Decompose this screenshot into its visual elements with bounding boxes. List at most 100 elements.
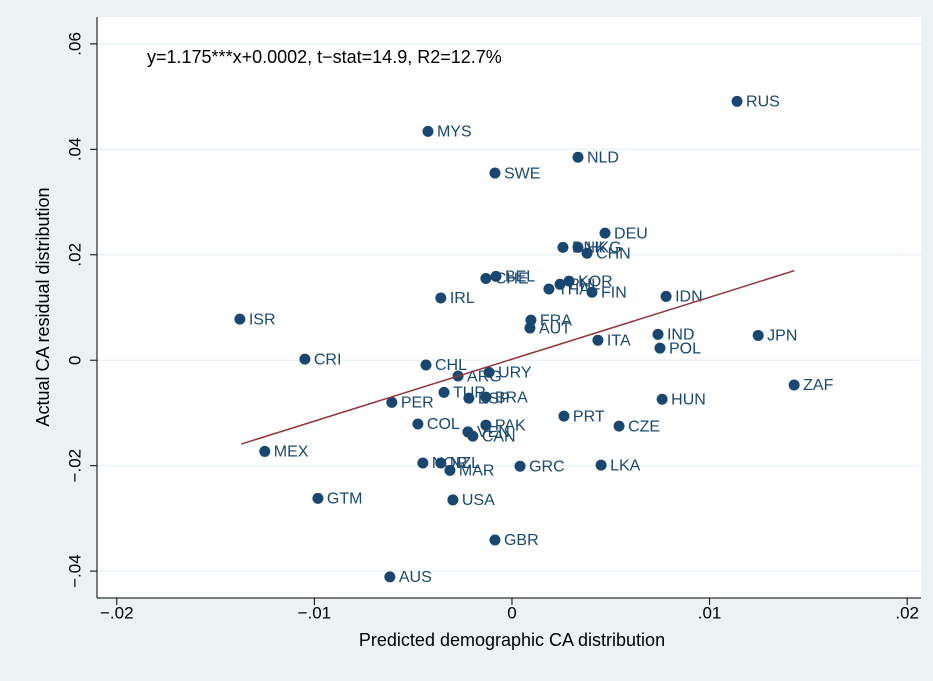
point-label: NLD xyxy=(587,149,619,166)
y-axis-title: Actual CA residual distribution xyxy=(33,187,53,426)
point xyxy=(234,313,246,325)
point-label: ZAF xyxy=(803,377,833,394)
point-label: VEN xyxy=(477,424,510,441)
point-label: MYS xyxy=(437,124,472,141)
point xyxy=(422,125,434,137)
y-tick-label: 0 xyxy=(65,355,84,364)
point xyxy=(489,167,501,179)
point xyxy=(599,227,611,239)
point xyxy=(543,283,555,295)
x-axis-title: Predicted demographic CA distribution xyxy=(359,630,665,650)
point xyxy=(660,290,672,302)
point xyxy=(480,419,492,431)
point xyxy=(384,571,396,583)
x-tick-label: −.01 xyxy=(298,603,332,622)
grid: −.04 −.02 0 .02 .04 .06 −.02 −.01 0 .01 .02 xyxy=(65,17,921,622)
point xyxy=(467,430,479,442)
point-label: AUT xyxy=(539,320,571,337)
point xyxy=(480,273,492,285)
x-tick-label: 0 xyxy=(507,603,516,622)
point-label: IND xyxy=(667,327,695,344)
point-label: BEL xyxy=(505,269,535,286)
point xyxy=(731,95,743,107)
point-label: CZE xyxy=(628,418,660,435)
point xyxy=(312,492,324,504)
point xyxy=(595,459,607,471)
point xyxy=(613,420,625,432)
point-label: ARG xyxy=(467,368,502,385)
point xyxy=(586,286,598,298)
x-tick-label: −.02 xyxy=(100,603,134,622)
plot-area xyxy=(97,17,921,598)
point xyxy=(572,241,584,253)
annotation: y=1.175***x+0.0002, t−stat=14.9, R2=12.7… xyxy=(147,47,502,67)
point xyxy=(524,322,536,334)
point-label: NZL xyxy=(450,455,480,472)
y-tick-label: −.04 xyxy=(65,554,84,588)
point-label: URY xyxy=(498,365,532,382)
point xyxy=(554,278,566,290)
point xyxy=(417,457,429,469)
point xyxy=(490,270,502,282)
point xyxy=(572,151,584,163)
point xyxy=(412,418,424,430)
point-label: HUN xyxy=(671,391,706,408)
point xyxy=(299,353,311,365)
point xyxy=(463,392,475,404)
point xyxy=(514,460,526,472)
point-label: CHN xyxy=(596,245,631,262)
point xyxy=(557,241,569,253)
point-label: MEX xyxy=(274,444,309,461)
y-tick-label: .02 xyxy=(65,243,84,267)
point-label: ITA xyxy=(607,332,631,349)
point-label: FRA xyxy=(540,312,572,329)
y-tick-label: .06 xyxy=(65,32,84,56)
point xyxy=(788,379,800,391)
point xyxy=(563,275,575,287)
point-label: HKG xyxy=(587,240,622,257)
point xyxy=(447,494,459,506)
point-label: COL xyxy=(427,416,460,433)
point-label: RUS xyxy=(746,94,780,111)
point xyxy=(752,329,764,341)
point xyxy=(558,410,570,422)
point xyxy=(444,464,456,476)
point-label: JPN xyxy=(767,328,797,345)
x-tick-label: .02 xyxy=(895,603,919,622)
point-label: GTM xyxy=(327,491,363,508)
point-label: MAR xyxy=(459,463,495,480)
point-label: FIN xyxy=(601,284,627,301)
point-label: CAN xyxy=(482,428,516,445)
point xyxy=(581,247,593,259)
point-label: CHE xyxy=(495,271,529,288)
point-label: PAK xyxy=(495,417,526,434)
point-label: SWE xyxy=(504,165,540,182)
point xyxy=(435,457,447,469)
point-label: PER xyxy=(401,395,434,412)
point xyxy=(656,393,668,405)
point xyxy=(480,391,492,403)
point-label: KOR xyxy=(578,273,613,290)
point-label: IRL xyxy=(450,290,475,307)
point xyxy=(489,534,501,546)
point-label: ISR xyxy=(249,311,276,328)
y-tick-label: −.02 xyxy=(65,449,84,483)
point xyxy=(435,292,447,304)
point-label: AUS xyxy=(399,569,432,586)
point-label: GRC xyxy=(529,458,565,475)
point xyxy=(420,359,432,371)
point xyxy=(654,342,666,354)
point-label: LKA xyxy=(610,457,641,474)
point-label: BRA xyxy=(495,389,528,406)
y-tick-label: .04 xyxy=(65,138,84,162)
point xyxy=(259,445,271,457)
point xyxy=(483,366,495,378)
point-label: CHL xyxy=(435,357,467,374)
point-label: GBR xyxy=(504,532,539,549)
point-label: DEU xyxy=(614,225,648,242)
point xyxy=(652,328,664,340)
point xyxy=(592,334,604,346)
point-label: PRT xyxy=(573,408,605,425)
point-label: USA xyxy=(462,492,495,509)
